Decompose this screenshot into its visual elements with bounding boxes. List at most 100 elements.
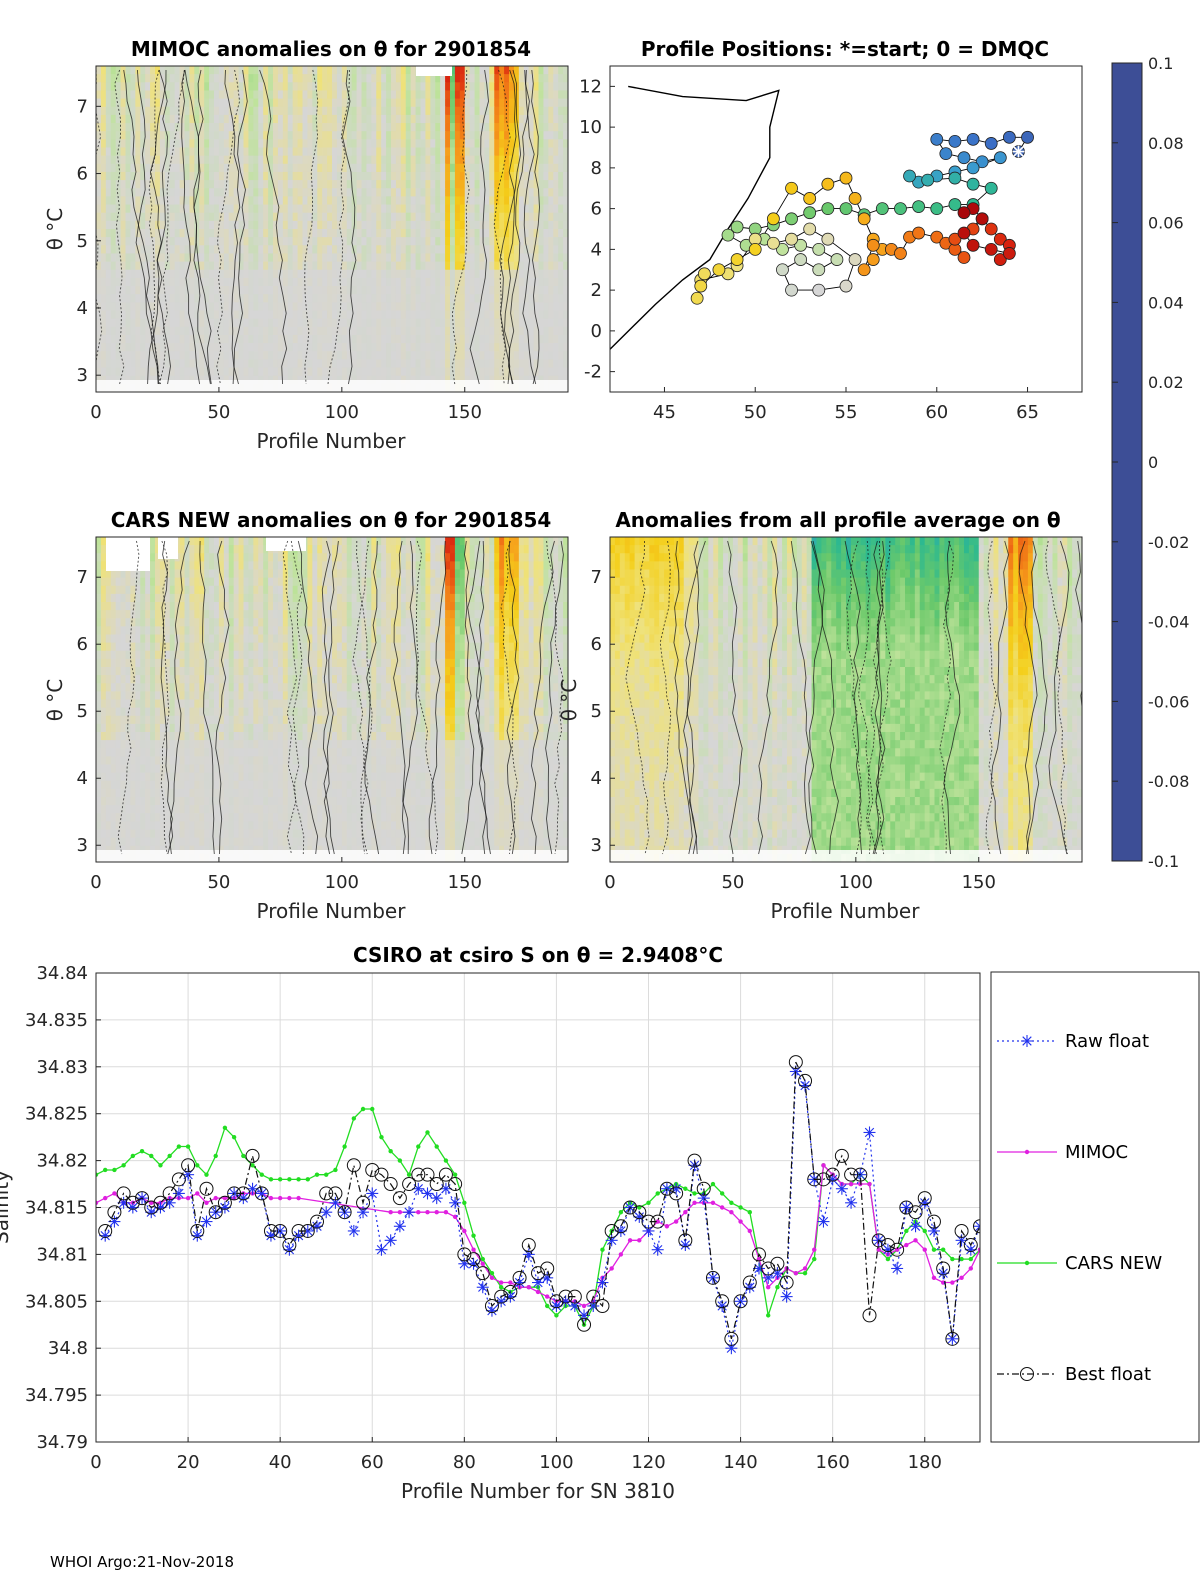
heatmap-cell — [410, 196, 417, 206]
heatmap-cell — [430, 302, 436, 312]
heatmap-cell — [115, 245, 122, 255]
heatmap-cell — [209, 204, 215, 214]
heatmap-cell — [425, 245, 431, 255]
heatmap-cell — [395, 602, 402, 611]
heatmap-cell — [391, 553, 397, 562]
heatmap-cell — [430, 310, 436, 320]
heatmap-cell — [204, 114, 210, 124]
heatmap-cell — [145, 139, 151, 149]
heatmap-cell — [513, 367, 520, 377]
heatmap-cell — [563, 139, 568, 149]
heatmap-cell — [464, 359, 471, 369]
heatmap-cell — [425, 294, 431, 303]
heatmap-cell — [341, 261, 348, 271]
heatmap-cell — [135, 610, 141, 619]
heatmap-cell — [125, 220, 132, 230]
heatmap-cell — [464, 545, 471, 554]
heatmap-cell — [523, 294, 530, 303]
heatmap-cell — [371, 188, 377, 197]
y-tick-label: 5 — [77, 231, 88, 252]
heatmap-cell — [489, 204, 495, 214]
heatmap-cell — [469, 139, 476, 149]
heatmap-cell — [150, 163, 156, 173]
heatmap-cell — [450, 237, 456, 246]
heatmap-cell — [376, 569, 382, 579]
heatmap-cell — [238, 561, 245, 571]
heatmap-cell — [366, 310, 372, 320]
heatmap-cell — [199, 237, 205, 246]
heatmap-cell — [489, 261, 495, 271]
heatmap-cell — [523, 585, 530, 595]
heatmap-cell — [223, 131, 230, 140]
heatmap-cell — [125, 196, 132, 206]
heatmap-cell — [494, 553, 500, 562]
heatmap-cell — [415, 277, 422, 287]
heatmap-cell — [563, 318, 568, 328]
heatmap-cell — [218, 245, 225, 255]
heatmap-cell — [558, 212, 564, 222]
heatmap-cell — [307, 351, 313, 360]
heatmap-cell — [528, 294, 535, 303]
heatmap-cell — [174, 171, 181, 181]
heatmap-cell — [479, 155, 486, 165]
heatmap-cell — [327, 302, 333, 312]
heatmap-cell — [194, 286, 200, 295]
heatmap-cell — [268, 204, 274, 214]
heatmap-cell — [273, 269, 279, 279]
profile-position-point — [803, 192, 817, 205]
profile-position-point — [957, 206, 971, 220]
heatmap-cell — [464, 82, 471, 92]
heatmap-cell — [459, 74, 466, 83]
heatmap-cell — [159, 188, 166, 197]
heatmap-cell — [164, 90, 171, 100]
heatmap-cell — [263, 155, 269, 165]
heatmap-cell — [297, 253, 304, 263]
heatmap-cell — [115, 66, 122, 75]
heatmap-cell — [513, 302, 520, 312]
heatmap-cell — [454, 343, 461, 352]
profile-position-point — [948, 171, 962, 185]
heatmap-cell — [199, 569, 205, 579]
heatmap-cell — [366, 188, 372, 197]
heatmap-cell — [194, 610, 200, 619]
heatmap-cell — [430, 585, 436, 595]
heatmap-cell — [130, 245, 136, 255]
heatmap-cell — [489, 74, 495, 83]
heatmap-cell — [110, 171, 117, 181]
heatmap-cell — [292, 204, 299, 214]
heatmap-cell — [145, 334, 151, 344]
cars-heatmap — [96, 537, 568, 862]
heatmap-cell — [204, 545, 210, 554]
heatmap-cell — [351, 593, 358, 603]
heatmap-cell — [317, 610, 323, 619]
heatmap-cell — [169, 237, 176, 246]
heatmap-cell — [484, 286, 490, 295]
heatmap-cell — [509, 577, 515, 587]
heatmap-cell — [233, 237, 240, 246]
heatmap-cell — [543, 294, 549, 303]
heatmap-cell — [523, 367, 530, 377]
heatmap-cell — [194, 261, 200, 271]
heatmap-cell — [317, 66, 323, 75]
heatmap-cell — [499, 286, 505, 295]
heatmap-cell — [371, 155, 377, 165]
heatmap-cell — [155, 569, 161, 579]
heatmap-cell — [209, 343, 215, 352]
heatmap-cell — [351, 106, 358, 116]
heatmap-cell — [538, 351, 545, 360]
heatmap-cell — [351, 90, 358, 100]
heatmap-cell — [174, 229, 181, 238]
heatmap-cell — [454, 82, 461, 92]
heatmap-cell — [391, 220, 397, 230]
profile-position-point — [812, 263, 826, 277]
heatmap-cell — [223, 245, 230, 255]
heatmap-cell — [376, 98, 382, 108]
heatmap-cell — [125, 245, 132, 255]
profile-position-point — [957, 226, 971, 240]
heatmap-cell — [105, 74, 112, 83]
heatmap-cell — [174, 253, 181, 263]
heatmap-cell — [400, 180, 407, 189]
heatmap-cell — [110, 310, 117, 320]
heatmap-cell — [523, 253, 530, 263]
heatmap-cell — [292, 602, 299, 611]
